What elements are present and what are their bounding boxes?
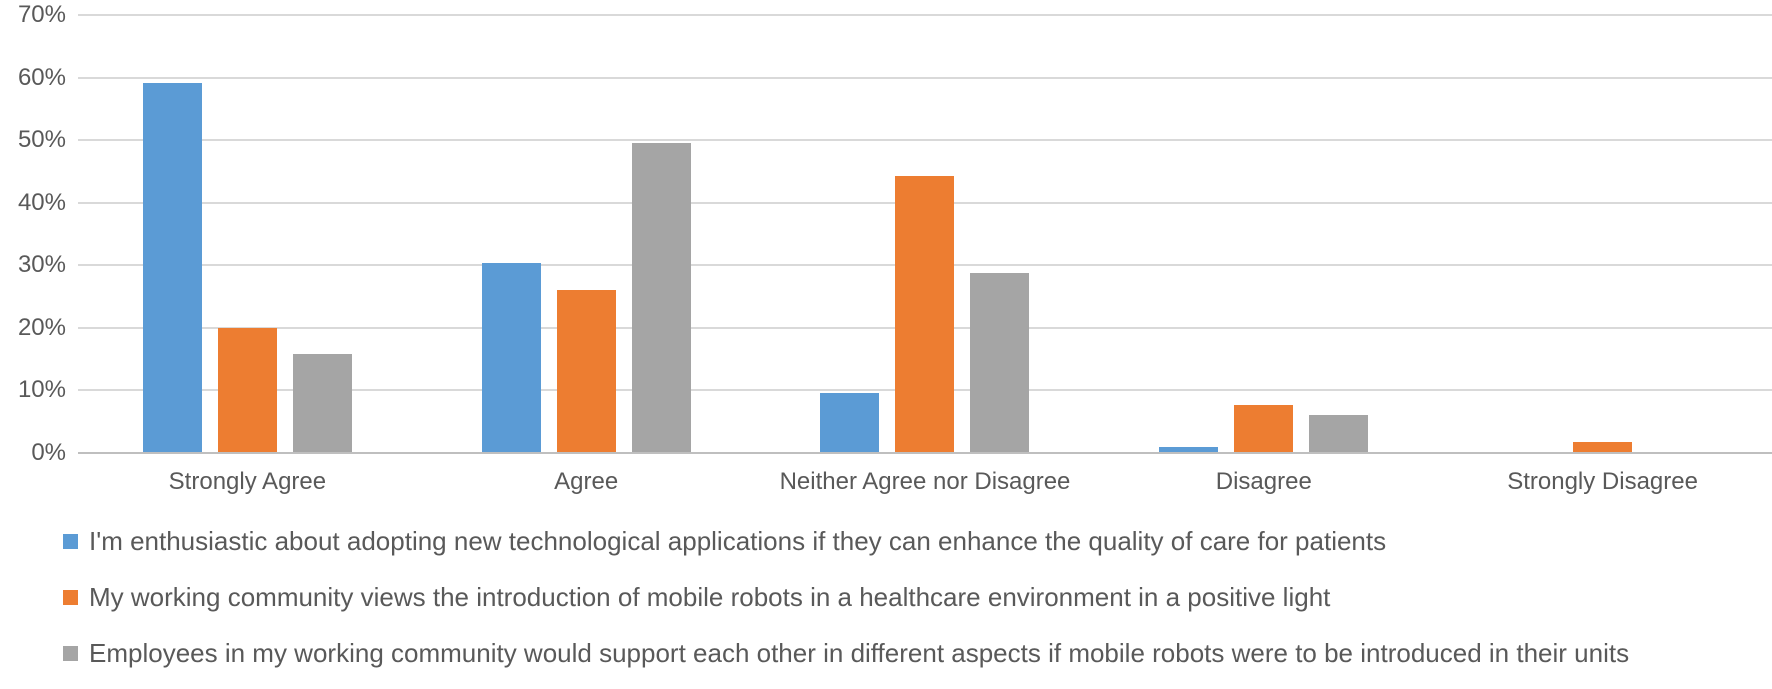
x-axis-line <box>78 452 1772 454</box>
legend-item: I'm enthusiastic about adopting new tech… <box>63 526 1629 557</box>
bar <box>970 272 1030 453</box>
bar <box>1159 446 1219 453</box>
legend-label: My working community views the introduct… <box>89 582 1331 612</box>
legend-item: Employees in my working community would … <box>63 638 1629 669</box>
legend-label: I'm enthusiastic about adopting new tech… <box>89 526 1387 556</box>
y-axis-tick-label: 50% <box>17 126 66 154</box>
plot-area <box>78 14 1772 454</box>
bar-group <box>1094 15 1433 453</box>
gridline <box>78 139 1772 142</box>
bar <box>631 142 691 453</box>
bar <box>820 392 880 453</box>
legend-swatch-icon <box>63 646 78 661</box>
bar <box>142 82 202 453</box>
bar <box>1309 415 1369 453</box>
y-axis-tick-label: 0% <box>31 439 66 466</box>
bar <box>556 290 616 453</box>
bar <box>481 262 541 453</box>
y-axis-tick-label: 10% <box>17 376 66 404</box>
bar-group <box>1433 15 1772 453</box>
y-axis-tick-label: 70% <box>17 1 66 28</box>
x-axis-category-label: Strongly Agree <box>168 468 327 495</box>
legend: I'm enthusiastic about adopting new tech… <box>63 526 1629 669</box>
y-axis-tick-label: 20% <box>17 313 66 341</box>
legend-label: Employees in my working community would … <box>89 638 1630 668</box>
bar <box>1573 441 1633 453</box>
x-axis-category-label: Disagree <box>1215 468 1312 495</box>
legend-swatch-icon <box>63 590 78 605</box>
gridline <box>78 76 1772 79</box>
x-axis-category-label: Strongly Disagree <box>1507 468 1698 495</box>
y-axis-tick-label: 30% <box>17 251 66 279</box>
x-axis-category-label: Agree <box>554 468 619 495</box>
y-axis: 0% 10% 20% 30% 40% 50% 60% 70% <box>0 0 66 466</box>
legend-item: My working community views the introduct… <box>63 582 1629 613</box>
bar <box>895 176 955 453</box>
bar-group <box>756 15 1095 453</box>
bar-group <box>78 15 417 453</box>
y-axis-tick-label: 60% <box>17 63 66 91</box>
bar-group <box>417 15 756 453</box>
bar <box>292 354 352 453</box>
gridline <box>78 14 1772 16</box>
bar <box>217 327 277 453</box>
x-axis-labels: Strongly Agree Agree Neither Agree nor Dis… <box>78 468 1772 496</box>
legend-swatch-icon <box>63 534 78 549</box>
x-axis-category-label: Neither Agree nor Disagree <box>779 468 1071 495</box>
bar <box>1234 404 1294 453</box>
bar-groups <box>78 15 1772 453</box>
y-axis-tick-label: 40% <box>17 188 66 216</box>
